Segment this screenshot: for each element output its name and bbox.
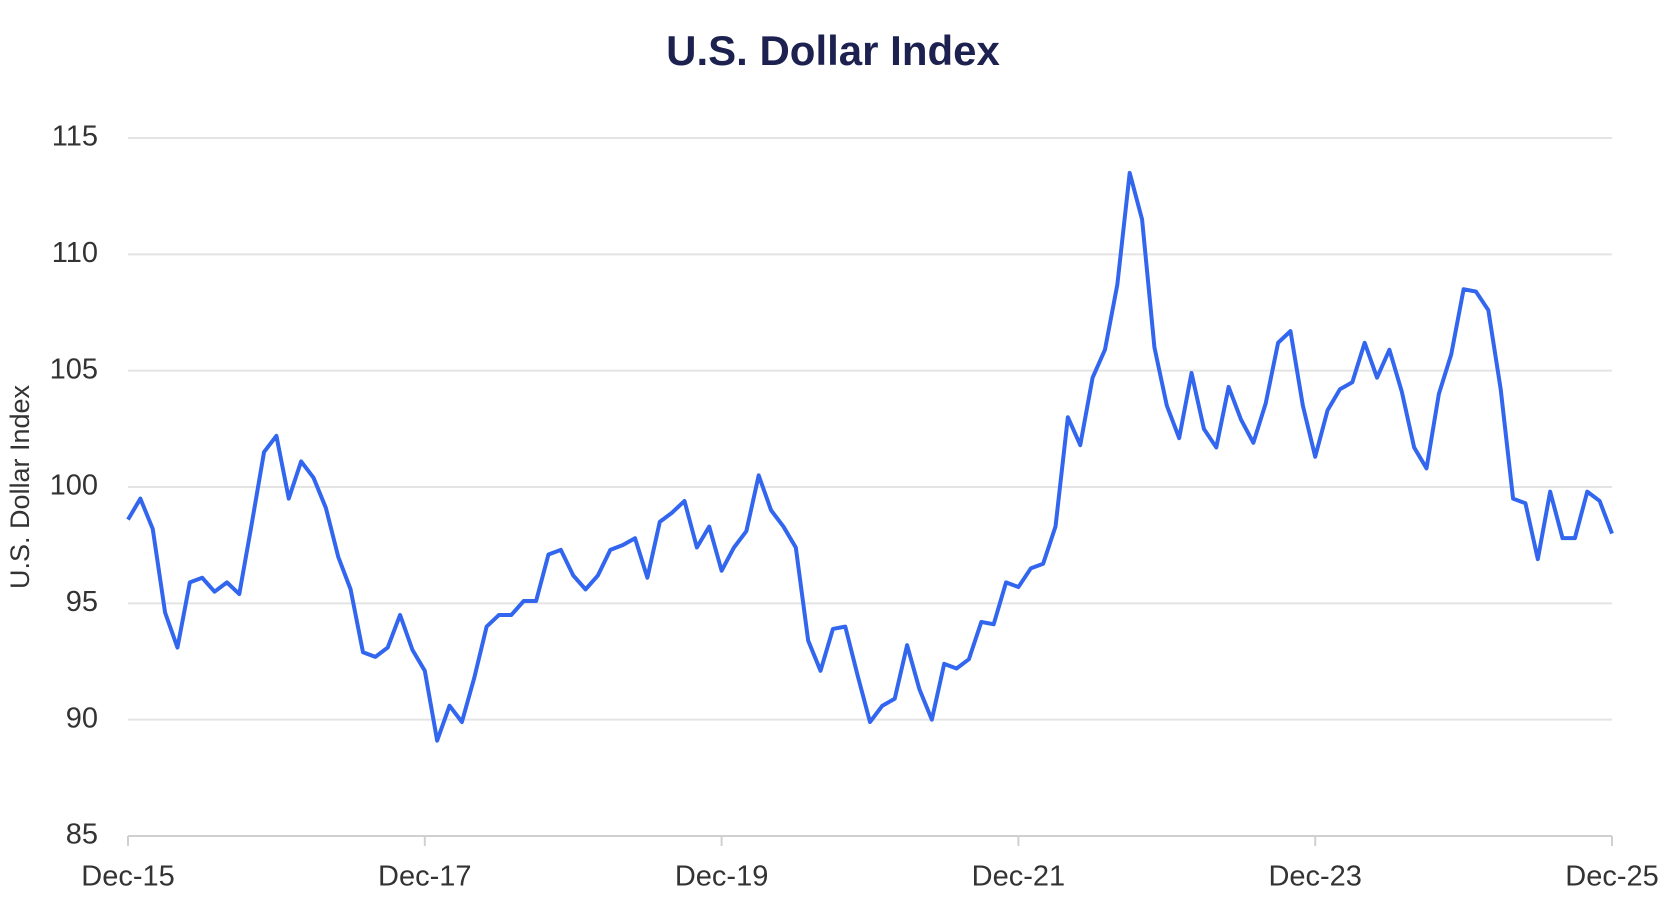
x-tick-label: Dec-21 — [972, 861, 1066, 893]
y-tick-label: 95 — [66, 586, 98, 618]
y-axis-label: U.S. Dollar Index — [5, 384, 35, 589]
data-line — [126, 170, 1614, 743]
x-tick-label: Dec-17 — [378, 861, 472, 893]
y-tick-label: 100 — [50, 470, 98, 502]
x-tick-label: Dec-23 — [1268, 861, 1362, 893]
x-tick-label: Dec-25 — [1565, 861, 1659, 893]
x-tick-label: Dec-19 — [675, 861, 769, 893]
y-tick-label: 85 — [66, 819, 98, 851]
y-tick-label: 90 — [66, 702, 98, 734]
chart-title: U.S. Dollar Index — [666, 27, 1000, 74]
y-tick-label: 105 — [50, 353, 98, 385]
x-tick-label: Dec-15 — [81, 861, 175, 893]
y-tick-label: 115 — [52, 121, 98, 153]
y-tick-label: 110 — [52, 237, 98, 269]
